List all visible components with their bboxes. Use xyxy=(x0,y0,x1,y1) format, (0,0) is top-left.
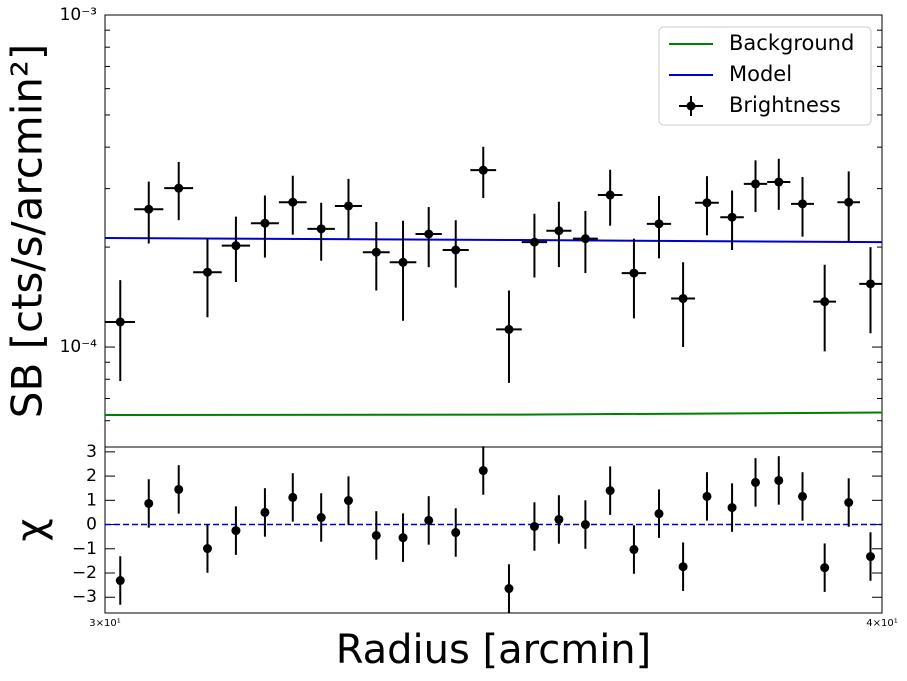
data-point xyxy=(727,503,737,513)
data-point xyxy=(231,526,241,536)
data-point xyxy=(260,507,270,517)
data-point xyxy=(288,492,298,502)
y-tick-label: −2 xyxy=(72,563,97,583)
data-point xyxy=(260,218,270,228)
y-tick-label: 1 xyxy=(86,490,97,510)
data-point xyxy=(231,241,241,251)
y-axis-label: χ xyxy=(8,518,54,541)
data-point xyxy=(174,484,184,494)
data-point xyxy=(702,198,712,208)
data-point xyxy=(605,190,615,200)
data-point xyxy=(529,237,539,247)
y-tick-label: 2 xyxy=(86,466,97,486)
legend-box xyxy=(658,26,872,126)
data-point xyxy=(451,528,461,538)
data-point xyxy=(174,183,184,193)
data-point xyxy=(288,197,298,207)
data-point xyxy=(865,552,875,562)
y-axis-label: SB [cts/s/arcmin²] xyxy=(3,44,52,418)
data-point xyxy=(424,515,434,525)
legend-label: Brightness xyxy=(729,93,841,117)
data-point xyxy=(798,199,808,209)
x-tick-label: 4×10¹ xyxy=(866,618,897,629)
legend-label: Model xyxy=(729,62,792,86)
y-tick-label: −3 xyxy=(72,587,97,607)
data-point xyxy=(343,496,353,506)
data-point xyxy=(371,247,381,257)
data-point xyxy=(554,514,564,524)
data-point xyxy=(398,533,408,543)
data-point xyxy=(451,245,461,255)
data-point xyxy=(820,563,830,573)
data-point xyxy=(844,497,854,507)
data-point xyxy=(820,297,830,307)
data-point xyxy=(343,201,353,211)
y-tick-label: 0 xyxy=(86,515,97,535)
data-point xyxy=(202,544,212,554)
series-line xyxy=(104,237,883,244)
x-axis-label: Radius [arcmin] xyxy=(336,627,652,673)
data-point xyxy=(678,562,688,572)
data-point xyxy=(605,486,615,496)
data-point xyxy=(202,267,212,277)
y-tick-label: 3 xyxy=(86,442,97,462)
data-point xyxy=(580,234,590,244)
data-point xyxy=(774,475,784,485)
data-point xyxy=(144,498,154,508)
data-point xyxy=(702,491,712,501)
data-point xyxy=(504,584,514,594)
legend-label: Background xyxy=(729,31,854,55)
data-point xyxy=(751,179,761,189)
data-point xyxy=(654,219,664,229)
data-point xyxy=(798,491,808,501)
data-point xyxy=(316,513,326,523)
data-point xyxy=(529,521,539,531)
data-point xyxy=(478,165,488,175)
data-point xyxy=(629,268,639,278)
data-point xyxy=(554,226,564,236)
data-point xyxy=(424,229,434,239)
data-point xyxy=(654,509,664,519)
data-point xyxy=(478,466,488,476)
plot-frame xyxy=(104,446,883,614)
data-point xyxy=(844,197,854,207)
data-point xyxy=(751,477,761,487)
data-point xyxy=(504,324,514,334)
legend-swatch xyxy=(686,101,696,111)
data-point xyxy=(371,530,381,540)
x-tick-label: 3×10¹ xyxy=(89,618,120,629)
series-line xyxy=(104,411,883,417)
data-point xyxy=(727,212,737,222)
data-point xyxy=(678,294,688,304)
data-point xyxy=(629,545,639,555)
y-tick-label: 10⁻⁴ xyxy=(60,337,98,357)
y-tick-label: 10⁻³ xyxy=(60,5,97,25)
data-point xyxy=(580,520,590,530)
data-point xyxy=(115,317,125,327)
data-point xyxy=(115,576,125,586)
y-tick-label: −1 xyxy=(72,539,97,559)
data-point xyxy=(774,177,784,187)
data-point xyxy=(398,257,408,267)
data-point xyxy=(316,224,326,234)
data-point xyxy=(144,204,154,214)
data-point xyxy=(865,279,875,289)
